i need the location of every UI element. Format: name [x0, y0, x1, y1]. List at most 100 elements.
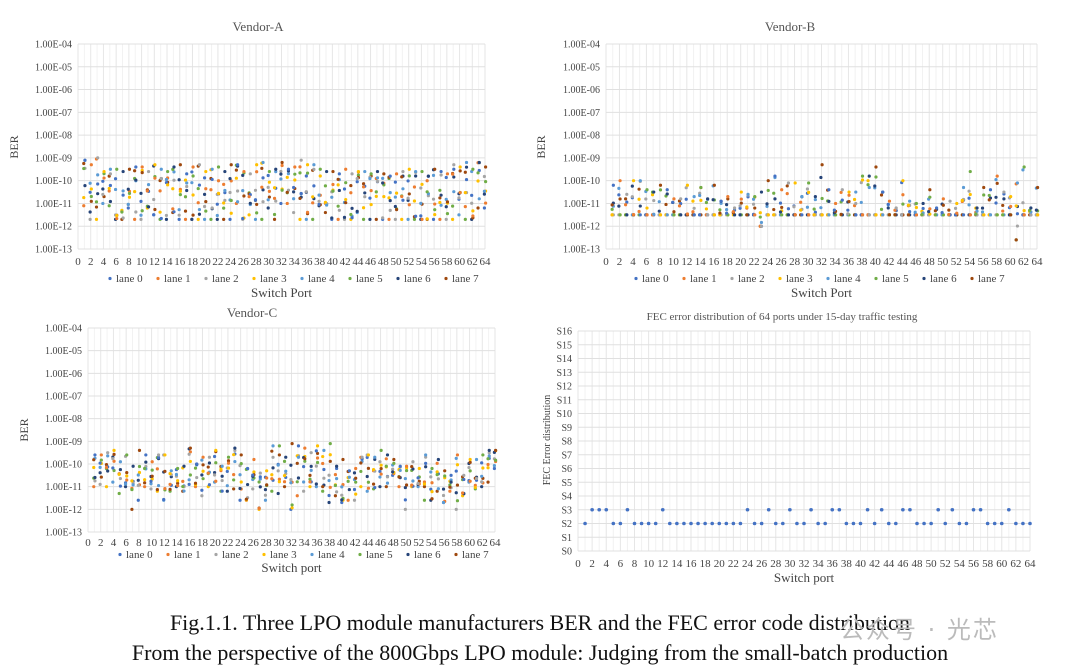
data-point-lane-5 — [303, 459, 307, 463]
data-point-lane-2 — [276, 469, 280, 473]
data-point-lane-2 — [452, 163, 456, 167]
data-point-lane-2 — [391, 467, 395, 471]
data-point-lane-4 — [304, 217, 308, 221]
data-point-lane-2 — [967, 189, 971, 193]
x-tick-label: 64 — [480, 256, 492, 268]
data-point-lane-1 — [677, 204, 682, 208]
data-point-lane-4 — [406, 217, 410, 221]
data-point-lane-4 — [492, 464, 496, 468]
data-point-lane-4 — [363, 169, 367, 174]
x-tick-label: 8 — [632, 558, 638, 570]
data-point-lane-5 — [658, 188, 663, 192]
data-point-lane-5 — [204, 209, 208, 213]
data-point-lane-6 — [207, 461, 212, 465]
data-point-lane-1 — [145, 189, 149, 193]
data-point — [795, 521, 799, 526]
data-point-lane-7 — [448, 485, 452, 489]
x-tick-label: 22 — [728, 558, 739, 570]
legend-label: lane 4 — [834, 273, 861, 285]
data-point-lane-4 — [805, 205, 810, 209]
data-point — [618, 521, 623, 526]
x-tick-label: 26 — [248, 537, 260, 549]
data-point-lane-2 — [431, 197, 436, 201]
data-point-lane-6 — [266, 206, 270, 210]
data-point-lane-7 — [168, 487, 172, 491]
data-point-lane-2 — [444, 217, 448, 221]
data-point-lane-7 — [277, 453, 281, 457]
legend-label: lane 3 — [260, 273, 287, 285]
data-point-lane-0 — [738, 206, 742, 210]
data-point-lane-7 — [239, 453, 243, 457]
x-tick-label: 8 — [126, 256, 132, 268]
x-tick-label: 58 — [451, 537, 463, 549]
x-tick-label: 44 — [352, 256, 364, 268]
data-point-lane-7 — [443, 469, 447, 473]
data-point-lane-3 — [481, 466, 485, 470]
data-point-lane-6 — [241, 173, 245, 177]
data-point-lane-1 — [1009, 204, 1013, 209]
data-point-lane-6 — [368, 217, 372, 221]
data-point-lane-0 — [212, 454, 217, 459]
data-point-lane-1 — [303, 446, 307, 450]
data-point-lane-0 — [266, 173, 270, 178]
data-point-lane-5 — [257, 480, 261, 484]
data-point-lane-3 — [860, 178, 865, 182]
data-point-lane-3 — [650, 193, 655, 197]
data-point-lane-2 — [350, 172, 354, 176]
data-point-lane-3 — [117, 472, 121, 476]
data-point-lane-7 — [422, 485, 427, 489]
x-tick-label: 36 — [301, 256, 313, 268]
data-point-lane-0 — [988, 188, 993, 192]
data-point-lane-5 — [107, 204, 111, 208]
data-point — [660, 507, 665, 512]
data-point-lane-1 — [914, 213, 918, 217]
data-point-lane-2 — [228, 190, 232, 195]
data-point-lane-3 — [438, 200, 442, 205]
data-point-lane-2 — [859, 181, 863, 185]
data-point-lane-7 — [672, 210, 676, 214]
legend-marker-lane-3 — [778, 276, 782, 281]
data-point-lane-0 — [352, 487, 357, 492]
data-point-lane-3 — [305, 163, 310, 167]
data-point-lane-7 — [476, 206, 480, 210]
data-point-lane-1 — [265, 476, 269, 480]
x-tick-label: 14 — [172, 537, 184, 549]
data-point-lane-3 — [374, 194, 378, 198]
data-point-lane-1 — [384, 457, 388, 461]
data-point-lane-1 — [209, 188, 213, 192]
x-tick-label: 0 — [75, 256, 81, 268]
data-point — [703, 521, 707, 526]
chart-title: Vendor-C — [227, 305, 277, 320]
x-tick-label: 62 — [1010, 558, 1021, 570]
data-point-lane-7 — [153, 207, 157, 212]
x-tick-label: 28 — [789, 256, 801, 268]
data-point-lane-6 — [452, 175, 456, 179]
data-point-lane-3 — [315, 444, 320, 448]
x-tick-label: 42 — [340, 256, 351, 268]
data-point-lane-2 — [630, 195, 634, 199]
data-point-lane-1 — [222, 182, 226, 186]
x-tick-label: 36 — [311, 537, 323, 549]
data-point-lane-5 — [866, 183, 870, 187]
data-point-lane-6 — [258, 485, 262, 489]
data-point-lane-1 — [407, 203, 411, 207]
data-point-lane-5 — [222, 206, 226, 210]
data-point-lane-4 — [317, 193, 321, 197]
data-point-lane-5 — [933, 213, 937, 217]
x-tick-label: 30 — [263, 256, 275, 268]
y-tick-label: 1.00E-04 — [45, 324, 82, 335]
data-point-lane-4 — [263, 498, 268, 502]
data-point-lane-4 — [123, 482, 128, 486]
data-point-lane-2 — [289, 477, 293, 482]
data-point-lane-0 — [393, 180, 397, 184]
data-point — [724, 521, 729, 526]
data-point-lane-3 — [807, 190, 811, 195]
data-point-lane-3 — [699, 198, 703, 202]
y-tick-label: S15 — [556, 340, 572, 351]
data-point-lane-5 — [117, 491, 121, 496]
data-point-lane-2 — [424, 455, 428, 459]
data-point-lane-3 — [125, 474, 129, 478]
data-point — [710, 521, 714, 526]
legend-label: lane 3 — [786, 273, 813, 285]
data-point-lane-6 — [337, 188, 341, 193]
